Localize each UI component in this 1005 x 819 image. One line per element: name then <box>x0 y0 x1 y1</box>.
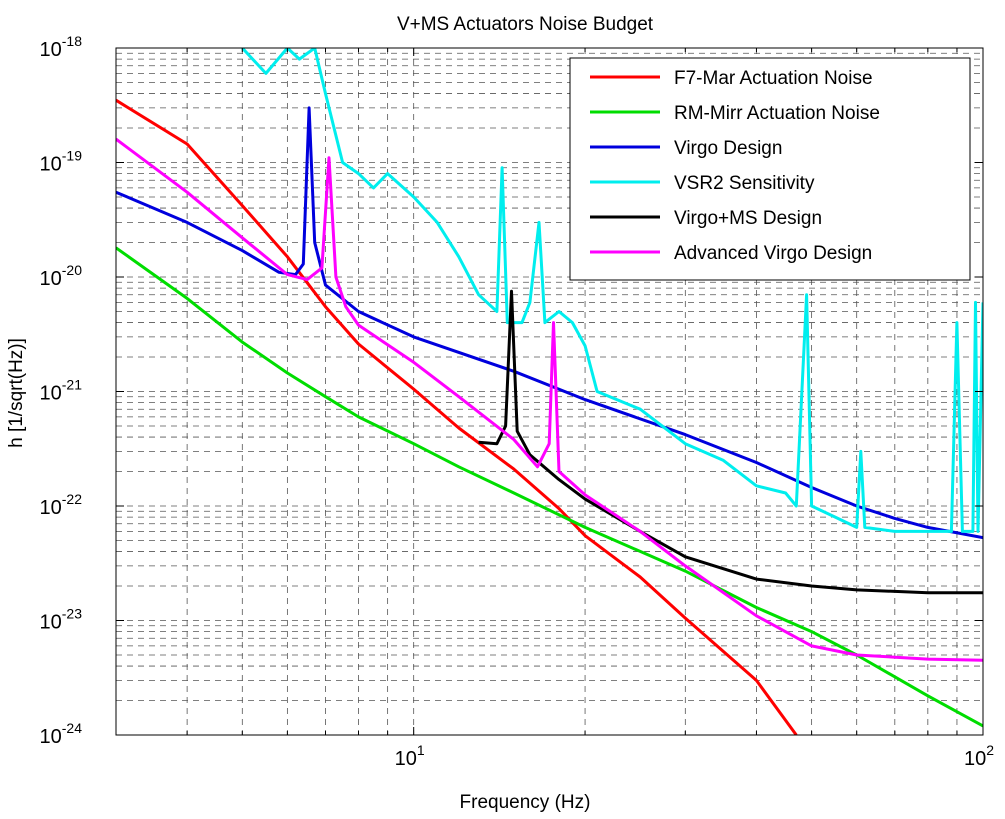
series-line-4 <box>241 48 983 533</box>
legend-label: F7-Mar Actuation Noise <box>674 68 873 89</box>
x-axis-label: Frequency (Hz) <box>460 792 591 813</box>
legend-label: Virgo Design <box>674 138 782 159</box>
legend-label: RM-Mirr Actuation Noise <box>674 103 880 124</box>
series-line-6 <box>116 137 983 662</box>
series-line-2 <box>116 246 983 728</box>
legend-box <box>569 57 971 281</box>
legend: F7-Mar Actuation Noise RM-Mirr Actuation … <box>569 57 971 281</box>
series-line-5 <box>478 289 983 595</box>
y-axis-label: h [1/sqrt(Hz)] <box>6 338 27 448</box>
chart-title: V+MS Actuators Noise Budget <box>397 14 654 35</box>
series-line-3 <box>116 106 983 540</box>
legend-label: Virgo+MS Design <box>674 208 822 229</box>
legend-label: Advanced Virgo Design <box>674 243 872 264</box>
series-line-1 <box>116 98 798 735</box>
plot-series <box>116 48 983 735</box>
legend-label: VSR2 Sensitivity <box>674 173 815 194</box>
